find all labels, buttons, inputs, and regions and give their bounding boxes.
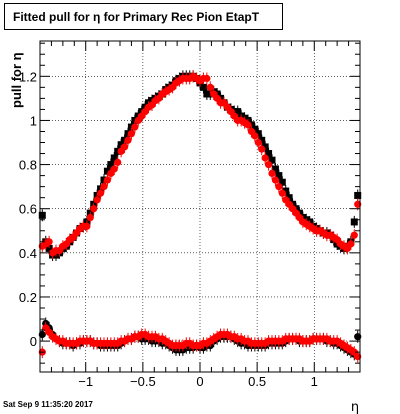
data-point [206,83,214,91]
data-point [45,238,53,246]
data-point [120,143,129,151]
data-point [90,205,98,213]
data-point [268,156,276,164]
data-point [254,138,262,147]
data-point [258,136,266,144]
x-tick-label: −0.5 [130,374,156,389]
data-point [199,83,207,91]
tick-labels: −1 −0.5 0 0.5 1 0 0.2 0.4 0.6 0.8 1 1.2 [19,69,318,389]
data-point [282,187,290,195]
data-point [350,218,358,226]
data-point [103,167,111,175]
data-point [244,121,252,129]
data-point [127,130,136,138]
y-axis-label: pull for η [9,52,24,108]
data-point [265,150,273,158]
data-point [275,183,283,191]
y-tick-label: 0.2 [19,290,37,305]
data-point [278,178,286,186]
data-point [271,165,279,173]
y-tick-label: 1 [30,113,37,128]
chart-title: Fitted pull for η for Primary Rec Pion E… [13,10,260,24]
x-tick-label: 0.5 [248,374,266,389]
data-point [271,176,280,184]
data-point [275,172,283,180]
x-tick-label: 0 [196,374,203,389]
data-point [254,130,262,138]
data-point [107,161,115,169]
y-tick-label: 0.8 [19,158,37,173]
timestamp: Sat Sep 9 11:35:20 2017 [3,400,93,409]
data-point [45,244,53,252]
data-point [203,74,211,83]
data-point [251,125,259,133]
data-point [100,183,108,191]
data-point [93,196,101,204]
data-point [261,154,269,162]
data-point [117,141,125,149]
data-point [96,189,105,197]
axis-ticks [40,41,360,372]
data-point [258,145,266,153]
data-point [86,213,94,222]
y-tick-label: 0.6 [19,202,37,217]
data-point [38,211,46,219]
x-axis-label: η [351,400,359,414]
y-tick-label: 0.4 [19,246,37,261]
x-tick-label: 1 [311,374,318,389]
data-point [124,136,132,144]
data-point [251,132,259,140]
chart-title-box: Fitted pull for η for Primary Rec Pion E… [4,3,283,30]
data-point [110,154,118,162]
y-tick-label: 1.2 [19,69,37,84]
data-point [234,108,242,116]
y-tick-label: 0 [30,334,37,349]
data-point [83,222,91,230]
data-point [285,194,293,202]
data-point [278,189,286,197]
x-tick-label: −1 [78,374,93,389]
data-point [264,160,273,169]
data-point [114,158,122,166]
data-point [268,169,276,177]
data-point [131,123,139,131]
data-point [261,143,269,151]
data-markers [38,70,362,363]
data-point [354,191,362,199]
data-point [347,240,355,248]
data-point [103,176,112,184]
series-3 [38,321,362,363]
data-point [110,165,118,173]
data-point [350,231,358,239]
